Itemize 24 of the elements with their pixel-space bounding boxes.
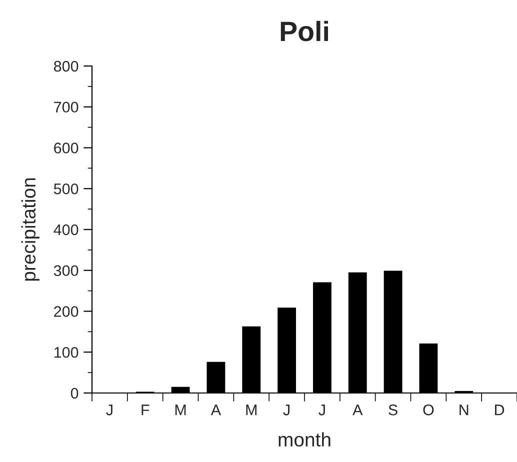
- x-tick-label: D: [495, 404, 504, 416]
- y-tick-label: 100: [54, 346, 78, 358]
- x-tick-label: J: [283, 404, 290, 416]
- x-tick-label: J: [106, 404, 112, 416]
- x-tick-label: A: [352, 404, 363, 416]
- x-tick-label: N: [460, 404, 468, 416]
- y-tick-label: 0: [70, 388, 78, 399]
- y-axis-title: precipitation: [21, 178, 40, 281]
- x-tick-label: M: [175, 404, 186, 416]
- y-tick-label: 700: [54, 102, 78, 113]
- x-axis-title: month: [278, 432, 330, 447]
- y-tick-label: 800: [54, 60, 78, 72]
- x-tick-label: F: [142, 404, 150, 416]
- y-tick-label: 500: [54, 183, 78, 194]
- y-tick-label: 200: [54, 306, 78, 317]
- x-tick-label: M: [246, 404, 256, 416]
- x-tick-label: J: [318, 404, 325, 416]
- x-tick-label: S: [388, 404, 398, 416]
- x-tick-label: A: [210, 404, 222, 416]
- y-tick-label: 300: [54, 265, 78, 276]
- chart-title: Poli: [280, 20, 328, 42]
- y-tick-label: 400: [54, 224, 78, 236]
- y-tick-label: 600: [54, 142, 78, 154]
- x-tick-label: O: [423, 404, 434, 416]
